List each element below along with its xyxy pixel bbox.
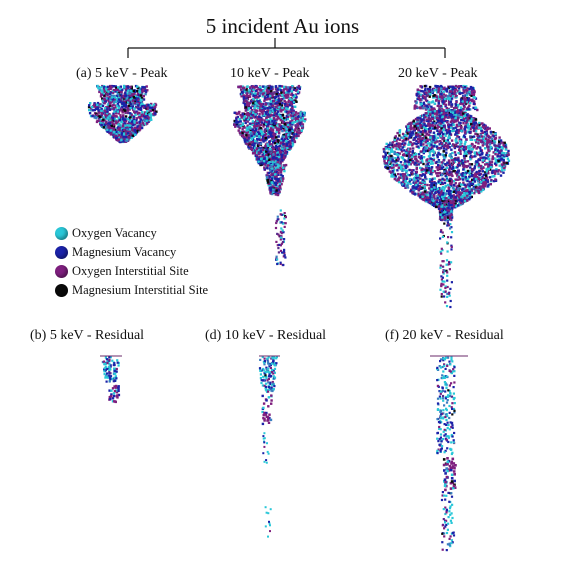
panel-label-a: (a) 5 keV - Peak <box>76 66 168 81</box>
legend-label: Oxygen Interstitial Site <box>72 264 189 278</box>
panel-f-residual-cascade <box>430 355 468 552</box>
legend-item-magnesium-interstitial: Magnesium Interstitial Site <box>55 281 208 300</box>
panel-d-residual-cascade <box>258 355 280 538</box>
panel-label-b: (b) 5 keV - Residual <box>30 328 145 343</box>
panel-label-c: 10 keV - Peak <box>230 66 310 81</box>
legend-label: Magnesium Interstitial Site <box>72 283 209 297</box>
legend: Oxygen Vacancy Magnesium Vacancy Oxygen … <box>55 224 208 300</box>
magnesium-interstitial-swatch <box>55 284 68 297</box>
panel-c-peak-cascade <box>233 84 307 267</box>
oxygen-interstitial-swatch <box>55 265 68 278</box>
figure-title: 5 incident Au ions <box>205 14 360 38</box>
magnesium-vacancy-swatch <box>55 246 68 259</box>
legend-label: Magnesium Vacancy <box>72 245 177 259</box>
legend-label: Oxygen Vacancy <box>72 226 157 240</box>
panel-e-peak-cascade <box>382 84 511 309</box>
oxygen-vacancy-swatch <box>55 227 68 240</box>
legend-item-oxygen-interstitial: Oxygen Interstitial Site <box>55 262 208 281</box>
legend-item-magnesium-vacancy: Magnesium Vacancy <box>55 243 208 262</box>
panel-label-e: 20 keV - Peak <box>398 66 478 81</box>
panel-label-d: (d) 10 keV - Residual <box>205 328 327 343</box>
panel-a-peak-cascade <box>87 84 158 144</box>
panel-b-residual-cascade <box>100 355 122 404</box>
panel-label-f: (f) 20 keV - Residual <box>385 328 504 343</box>
legend-item-oxygen-vacancy: Oxygen Vacancy <box>55 224 208 243</box>
